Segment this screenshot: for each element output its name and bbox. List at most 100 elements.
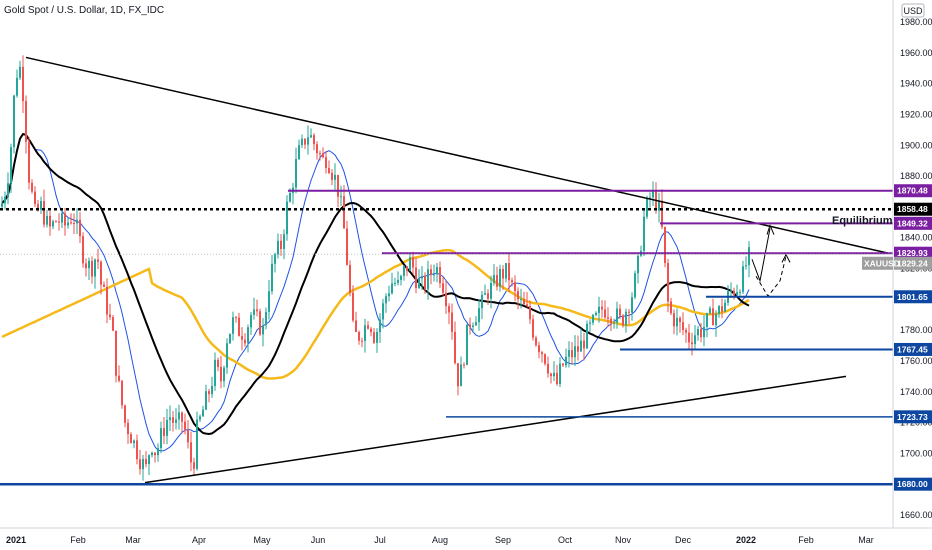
candle-body xyxy=(502,269,504,279)
candle-body xyxy=(40,200,42,210)
candle-body xyxy=(304,138,306,145)
candle-body xyxy=(520,299,522,301)
x-tick-label: May xyxy=(253,535,271,545)
candle-body xyxy=(529,305,531,320)
candle-body xyxy=(10,147,12,184)
candle-body xyxy=(616,308,618,323)
candle-body xyxy=(22,66,24,102)
candle-body xyxy=(148,455,150,465)
candle-body xyxy=(79,219,81,237)
candle-body xyxy=(19,66,21,78)
candle-body xyxy=(595,312,597,315)
candle-body xyxy=(682,322,684,331)
candle-body xyxy=(271,263,273,292)
candle-body xyxy=(340,196,342,198)
candle-body xyxy=(325,157,327,168)
candle-body xyxy=(154,452,156,456)
candle-body xyxy=(670,301,672,314)
price-tag-label: 1723.73 xyxy=(897,412,928,422)
upper-trendline xyxy=(25,56,889,254)
candle-body xyxy=(688,332,690,343)
candle-body xyxy=(352,292,354,321)
candle-body xyxy=(307,137,309,145)
price-tag xyxy=(894,256,932,270)
candle-body xyxy=(184,421,186,430)
candle-body xyxy=(1,203,3,207)
candle-body xyxy=(121,380,123,406)
candle-body xyxy=(196,419,198,469)
candle-body xyxy=(277,240,279,255)
candle-body xyxy=(64,213,66,226)
candle-body xyxy=(712,308,714,326)
candle-body xyxy=(223,367,225,382)
candle-body xyxy=(295,159,297,188)
candle-body xyxy=(559,363,561,385)
candle-body xyxy=(508,263,510,281)
y-tick-label: 1980.00 xyxy=(900,17,932,27)
candle-body xyxy=(550,373,552,377)
currency-label: USD xyxy=(903,6,923,16)
candle-body xyxy=(577,346,579,352)
candle-body xyxy=(376,332,378,343)
candle-body xyxy=(628,311,630,313)
candle-body xyxy=(496,275,498,287)
price-tag-label: 1849.32 xyxy=(897,218,928,228)
candle-body xyxy=(265,311,267,326)
candle-body xyxy=(613,322,615,324)
price-tag-label: 1829.93 xyxy=(897,248,928,258)
price-tag-label: 1870.48 xyxy=(897,186,928,196)
candle-body xyxy=(643,216,645,251)
candle-body xyxy=(589,322,591,324)
candle-body xyxy=(553,372,555,377)
candle-body xyxy=(259,311,261,335)
candle-body xyxy=(706,313,708,327)
candle-body xyxy=(685,330,687,333)
candle-body xyxy=(406,266,408,271)
candle-body xyxy=(517,291,519,300)
price-tag xyxy=(894,290,932,304)
candle-body xyxy=(499,269,501,287)
price-tag-label: 1680.00 xyxy=(897,479,928,489)
candle-body xyxy=(454,331,456,364)
candle-body xyxy=(358,331,360,341)
candle-body xyxy=(547,363,549,374)
candle-body xyxy=(250,314,252,328)
candle-body xyxy=(343,196,345,229)
candle-body xyxy=(478,308,480,323)
candle-body xyxy=(739,291,741,293)
candle-body xyxy=(538,345,540,353)
candle-body xyxy=(187,429,189,443)
projection-path xyxy=(751,228,771,283)
candle-body xyxy=(262,325,264,335)
candle-body xyxy=(175,419,177,423)
symbol-tag-label: XAUUSD xyxy=(864,258,900,268)
candle-body xyxy=(31,182,33,192)
price-tag-label: 1767.45 xyxy=(897,344,928,354)
candle-body xyxy=(166,420,168,436)
candle-body xyxy=(745,265,747,267)
ma-mid-line xyxy=(1,132,750,436)
candle-body xyxy=(100,261,102,285)
candle-body xyxy=(382,303,384,320)
candle-body xyxy=(457,363,459,387)
candle-body xyxy=(400,275,402,280)
candle-body xyxy=(610,318,612,324)
candle-body xyxy=(7,183,9,197)
candle-body xyxy=(211,385,213,395)
candle-body xyxy=(637,255,639,274)
candle-body xyxy=(475,322,477,326)
candle-body xyxy=(535,337,537,346)
candle-body xyxy=(244,339,246,344)
candle-body xyxy=(361,340,363,342)
price-tag xyxy=(894,202,932,216)
candle-body xyxy=(415,267,417,288)
candle-body xyxy=(181,412,183,422)
candle-body xyxy=(556,372,558,385)
candle-body xyxy=(724,302,726,312)
price-tag xyxy=(894,246,932,260)
candle-body xyxy=(544,354,546,364)
candle-body xyxy=(364,325,366,341)
y-tick-label: 1880.00 xyxy=(900,171,932,181)
price-tag xyxy=(894,342,932,356)
